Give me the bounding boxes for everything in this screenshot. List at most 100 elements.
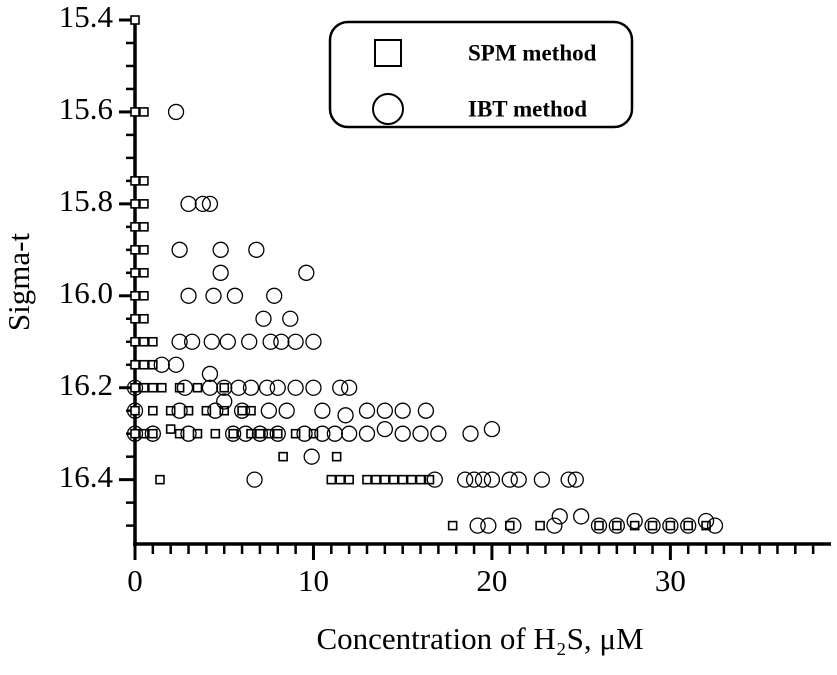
circle-marker bbox=[483, 420, 501, 438]
square-marker bbox=[278, 451, 288, 462]
circle-marker bbox=[251, 425, 269, 442]
square-marker bbox=[210, 428, 221, 439]
square-marker bbox=[192, 382, 203, 393]
square-marker bbox=[594, 520, 604, 531]
circle-marker bbox=[358, 425, 376, 442]
square-marker bbox=[148, 359, 158, 370]
y-tick-label: 16.4 bbox=[59, 459, 114, 494]
square-marker bbox=[174, 382, 185, 393]
circle-marker bbox=[394, 402, 411, 419]
square-marker bbox=[148, 382, 158, 393]
square-marker bbox=[130, 176, 140, 186]
circle-marker bbox=[590, 517, 608, 534]
square-marker bbox=[192, 428, 203, 439]
circle-marker bbox=[412, 425, 429, 442]
circle-marker bbox=[126, 402, 144, 419]
y-tick-label: 15.4 bbox=[59, 0, 114, 34]
circle-marker bbox=[326, 425, 344, 442]
circle-marker bbox=[241, 333, 258, 350]
circle-marker bbox=[314, 425, 331, 442]
square-marker bbox=[701, 520, 711, 531]
square-marker bbox=[246, 428, 256, 439]
square-marker bbox=[183, 405, 194, 416]
square-marker bbox=[148, 405, 158, 416]
x-tick-label: 0 bbox=[127, 563, 143, 598]
square-marker bbox=[130, 268, 140, 278]
square-marker bbox=[156, 382, 167, 393]
square-marker bbox=[683, 520, 694, 531]
circle-marker bbox=[266, 287, 283, 304]
square-marker bbox=[237, 405, 247, 416]
circle-marker bbox=[176, 379, 194, 396]
circle-marker bbox=[287, 379, 304, 396]
circle-marker bbox=[305, 333, 322, 350]
circle-marker bbox=[480, 517, 497, 534]
circle-marker bbox=[662, 517, 679, 534]
x-tick-label: 20 bbox=[476, 563, 507, 598]
x-axis-label: Concentration of H₂S, μM bbox=[316, 621, 643, 656]
square-marker bbox=[228, 428, 238, 439]
circle-marker bbox=[394, 425, 411, 442]
circle-marker bbox=[510, 471, 527, 488]
legend-marker bbox=[374, 39, 402, 67]
x-tick-label: 30 bbox=[655, 563, 686, 598]
circle-marker bbox=[180, 287, 197, 304]
circle-marker bbox=[207, 402, 224, 419]
circle-marker bbox=[337, 407, 354, 424]
circle-marker bbox=[180, 195, 197, 213]
square-marker bbox=[148, 428, 158, 439]
square-marker bbox=[139, 428, 149, 439]
y-tick-label: 15.8 bbox=[59, 183, 113, 218]
square-marker bbox=[139, 199, 149, 209]
square-marker bbox=[612, 520, 622, 531]
circle-marker bbox=[258, 379, 276, 396]
circle-marker bbox=[226, 287, 244, 304]
circle-marker bbox=[282, 310, 299, 327]
square-marker bbox=[148, 336, 158, 347]
legend-marker bbox=[372, 93, 404, 125]
y-tick-label: 16.0 bbox=[59, 275, 113, 310]
square-marker bbox=[219, 382, 230, 393]
circle-marker bbox=[260, 402, 277, 419]
square-marker bbox=[447, 520, 458, 531]
circle-marker bbox=[462, 425, 479, 442]
circle-marker bbox=[546, 517, 563, 534]
circle-marker bbox=[358, 402, 376, 419]
circle-marker bbox=[341, 425, 358, 442]
square-marker bbox=[246, 405, 256, 416]
circle-marker bbox=[697, 512, 715, 530]
circle-marker bbox=[573, 508, 590, 525]
circle-marker bbox=[248, 241, 265, 258]
square-marker bbox=[155, 474, 165, 485]
circle-marker bbox=[205, 287, 222, 304]
square-marker bbox=[424, 474, 435, 485]
square-marker bbox=[255, 428, 265, 439]
circle-marker bbox=[278, 402, 295, 419]
circle-marker bbox=[153, 356, 170, 373]
circle-marker bbox=[341, 379, 358, 396]
square-marker bbox=[406, 474, 417, 485]
circle-marker bbox=[225, 425, 242, 442]
circle-marker bbox=[680, 517, 697, 534]
circle-marker bbox=[201, 195, 219, 213]
square-marker bbox=[219, 405, 230, 416]
square-marker bbox=[165, 405, 176, 416]
square-marker bbox=[139, 176, 149, 186]
circle-marker bbox=[551, 508, 568, 525]
square-marker bbox=[201, 405, 212, 416]
legend-box bbox=[328, 20, 634, 129]
square-marker bbox=[397, 474, 408, 485]
square-marker bbox=[331, 451, 342, 462]
legend-label: SPM method bbox=[468, 40, 597, 65]
circle-marker bbox=[608, 517, 625, 534]
circle-marker bbox=[216, 393, 233, 410]
square-marker bbox=[647, 520, 658, 531]
square-marker bbox=[139, 313, 149, 324]
circle-marker bbox=[203, 333, 220, 350]
circle-marker bbox=[171, 241, 188, 258]
square-marker bbox=[388, 474, 399, 485]
circle-marker bbox=[216, 379, 233, 396]
x-tick-label: 10 bbox=[298, 563, 329, 598]
square-marker bbox=[308, 428, 319, 439]
square-marker bbox=[139, 359, 149, 370]
